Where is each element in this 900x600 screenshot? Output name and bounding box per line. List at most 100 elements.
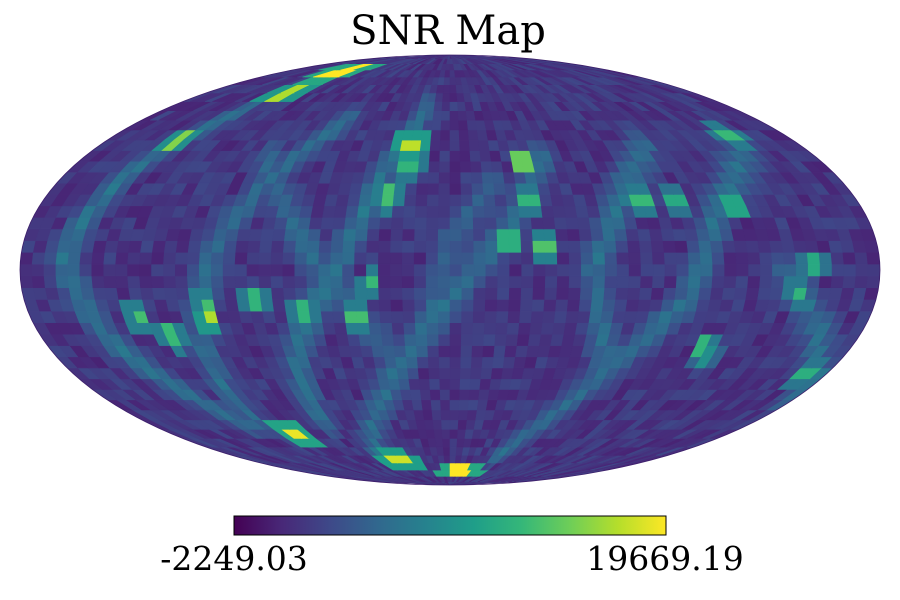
map-pixel [529, 205, 543, 218]
map-pixel [91, 252, 106, 265]
map-pixel [357, 205, 371, 218]
map-pixel [735, 275, 749, 288]
map-pixel [495, 322, 509, 335]
map-pixel [472, 310, 486, 324]
map-pixel [521, 263, 534, 277]
map-pixel [432, 419, 443, 430]
map-pixel [306, 240, 321, 253]
map-pixel [544, 275, 558, 288]
map-pixel [855, 263, 869, 277]
map-pixel [127, 275, 141, 288]
map-pixel [373, 171, 387, 184]
map-pixel [116, 240, 131, 253]
map-pixel [441, 101, 451, 111]
map-pixel [437, 275, 451, 288]
map-pixel [425, 275, 439, 288]
map-pixel [425, 263, 439, 277]
map-pixel [449, 110, 459, 121]
map-pixel [553, 310, 568, 324]
map-pixel [418, 378, 431, 390]
map-pixel [709, 240, 725, 253]
map-pixel [55, 275, 70, 288]
map-pixel [439, 378, 451, 390]
map-pixel [461, 322, 474, 335]
map-pixel [780, 240, 796, 253]
map-pixel [625, 228, 640, 241]
map-pixel [449, 378, 461, 390]
map-pixel [519, 310, 533, 324]
map-pixel [236, 228, 252, 241]
map-pixel [449, 194, 462, 207]
map-pixel [490, 367, 504, 380]
map-pixel [467, 129, 479, 141]
map-pixel [504, 345, 518, 358]
map-pixel [590, 299, 605, 312]
map-pixel [771, 275, 785, 288]
map-pixel [616, 275, 630, 288]
map-pixel [699, 252, 714, 265]
map-pixel [590, 228, 605, 241]
map-pixel [294, 240, 309, 253]
map-pixel [449, 333, 462, 346]
map-pixel [270, 263, 284, 277]
map-pixel [306, 252, 320, 265]
map-pixel [369, 194, 384, 207]
map-pixel [425, 101, 436, 111]
map-pixel [390, 299, 404, 312]
map-pixel [520, 299, 534, 312]
map-pixel [404, 333, 417, 346]
map-pixel [438, 345, 451, 358]
map-pixel [442, 446, 451, 456]
map-pixel [782, 275, 797, 288]
map-pixel [425, 287, 439, 300]
map-pixel [502, 356, 516, 369]
map-pixel [698, 240, 713, 253]
map-pixel [439, 160, 451, 173]
map-pixel [496, 299, 510, 312]
map-pixel [396, 160, 410, 173]
map-pixel [139, 275, 153, 288]
map-pixel [354, 287, 368, 300]
map-pixel [687, 275, 702, 288]
map-pixel [128, 240, 143, 253]
map-pixel [175, 275, 189, 288]
map-pixel [367, 216, 381, 230]
map-pixel [771, 252, 785, 265]
map-pixel [393, 345, 407, 358]
map-pixel [236, 299, 252, 312]
map-pixel [782, 252, 797, 265]
map-pixel [628, 252, 642, 265]
map-pixel [43, 275, 58, 288]
map-pixel [345, 322, 360, 335]
map-pixel [390, 287, 403, 300]
map-pixel [320, 216, 335, 230]
map-pixel [664, 263, 678, 277]
map-pixel [175, 287, 191, 300]
map-pixel [449, 446, 458, 456]
map-pixel [485, 275, 499, 288]
map-pixel [404, 345, 418, 358]
map-pixel [508, 240, 522, 253]
map-pixel [381, 333, 395, 346]
map-pixel [505, 333, 519, 346]
map-pixel [467, 399, 479, 411]
map-pixel [366, 228, 380, 241]
map-pixel [468, 139, 481, 151]
map-pixel [438, 333, 451, 346]
map-pixel [472, 333, 485, 346]
map-pixel [401, 275, 415, 288]
map-pixel [401, 263, 415, 277]
map-pixel [472, 205, 486, 218]
map-pixel [460, 171, 473, 184]
map-pixel [403, 205, 417, 218]
map-pixel [222, 252, 237, 265]
map-pixel [139, 263, 152, 277]
map-pixel [470, 356, 484, 369]
map-pixel [198, 263, 212, 277]
map-pixel [368, 205, 382, 218]
map-pixel [445, 469, 451, 477]
map-pixel [310, 205, 325, 218]
map-pixel [428, 367, 441, 380]
map-pixel [416, 345, 429, 358]
